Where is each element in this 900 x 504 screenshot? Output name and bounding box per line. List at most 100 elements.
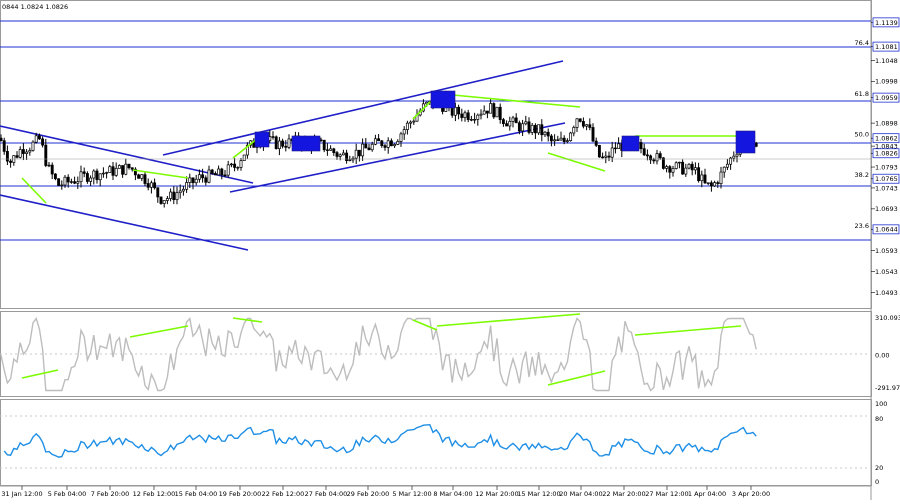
candle-body (511, 117, 515, 122)
candle-body (367, 147, 371, 151)
candle-body (92, 170, 96, 179)
rising-channel-lower[interactable] (229, 122, 566, 193)
divergence-line[interactable] (132, 169, 189, 179)
candle-body (28, 150, 32, 153)
candle-body (594, 140, 598, 146)
candle-body (242, 154, 246, 161)
candle-body (549, 135, 553, 142)
falling-channel-lower[interactable] (0, 194, 249, 251)
trend-channels[interactable] (0, 60, 566, 251)
divergence-line[interactable] (412, 101, 431, 120)
price-tick-label: 1.0826 (875, 150, 898, 158)
candle-body (601, 156, 605, 159)
candle-body (169, 191, 173, 199)
candle-body (201, 174, 205, 179)
price-tick-label: 1.1048 (875, 57, 898, 65)
candle-body (453, 106, 457, 116)
fibo-levels[interactable] (0, 20, 871, 241)
candle-body (149, 182, 153, 188)
candle-body (393, 144, 397, 147)
candle-body (162, 200, 166, 204)
candle-body (101, 172, 105, 175)
divergence-line[interactable] (547, 152, 606, 172)
candle-body (153, 182, 157, 189)
candle-body (396, 141, 400, 145)
rsi-tick-label: 80 (875, 415, 883, 423)
candle-body (95, 170, 99, 181)
candle-body (674, 162, 678, 169)
cci-divergence-line (634, 325, 742, 336)
candle-body (207, 169, 211, 183)
candle-body (501, 119, 505, 124)
time-axis: 31 Jan 12:00 5 Feb 04:00 7 Feb 20:00 12 Feb… (1, 486, 770, 498)
candle-body (613, 147, 617, 150)
candle-body (98, 173, 102, 181)
signal-marker[interactable] (254, 131, 270, 148)
candle-body (245, 144, 249, 156)
candle-body (284, 145, 288, 148)
candle-body (332, 148, 336, 153)
candle-body (287, 138, 291, 148)
time-tick-label: 27 Feb 04:00 (305, 490, 348, 498)
fibo-level-label: 61.8 (855, 90, 869, 98)
price-tag-box (872, 17, 900, 28)
cci-divergence-line (21, 369, 59, 379)
signal-marker[interactable] (621, 135, 640, 152)
candle-body (85, 173, 89, 182)
candle-body (722, 166, 726, 173)
time-tick-label: 22 Mar 20:00 (602, 490, 645, 498)
candle-body (697, 167, 701, 182)
candle-body (604, 155, 608, 158)
candle-body (354, 149, 358, 159)
price-tick-label: 1.0644 (875, 226, 898, 234)
candle-body (117, 165, 121, 169)
candle-body (725, 163, 729, 168)
cci-line (0, 316, 757, 392)
rsi-tick-label: 100 (875, 400, 887, 408)
candle-body (402, 129, 406, 135)
fibo-level-label: 50.0 (855, 131, 869, 139)
candle-body (178, 190, 182, 194)
candle-body (47, 164, 51, 167)
candle-body (322, 139, 326, 151)
candle-body (572, 127, 576, 134)
candle-body (665, 166, 669, 169)
candle-body (15, 155, 19, 158)
divergence-line[interactable] (452, 94, 581, 108)
signal-marker[interactable] (291, 135, 321, 152)
candle-body (348, 159, 352, 162)
candle-body (274, 136, 278, 150)
signal-markers[interactable] (254, 90, 756, 154)
candle-body (73, 181, 77, 184)
candle-body (223, 174, 227, 177)
candle-body (329, 148, 333, 151)
candle-body (76, 181, 80, 184)
price-tick-label: 1.0843 (875, 143, 898, 151)
time-tick-label: 27 Mar 12:00 (645, 490, 688, 498)
candle-body (732, 155, 736, 159)
time-tick-label: 12 Mar 20:00 (475, 490, 518, 498)
candle-body (495, 106, 499, 118)
candle-body (127, 163, 131, 169)
candle-body (82, 171, 86, 174)
price-tick-label: 1.0693 (875, 205, 898, 213)
rising-channel-upper[interactable] (162, 60, 564, 156)
time-tick-label: 3 Apr 20:00 (732, 490, 770, 498)
rsi-line (3, 423, 757, 458)
candle-body (31, 141, 35, 151)
rsi-tick-label: 20 (875, 464, 883, 472)
candle-body (370, 143, 374, 151)
candle-body (460, 113, 464, 118)
candle-body (479, 113, 483, 116)
signal-marker[interactable] (735, 130, 756, 154)
cci-tick-label: -291.978 (875, 384, 900, 392)
price-divergence-lines[interactable] (21, 94, 741, 204)
divergence-line[interactable] (21, 177, 47, 204)
candle-body (140, 174, 144, 179)
candle-body (213, 173, 217, 176)
candle-body (277, 140, 281, 150)
signal-marker[interactable] (430, 90, 456, 109)
candle-body (617, 143, 621, 149)
